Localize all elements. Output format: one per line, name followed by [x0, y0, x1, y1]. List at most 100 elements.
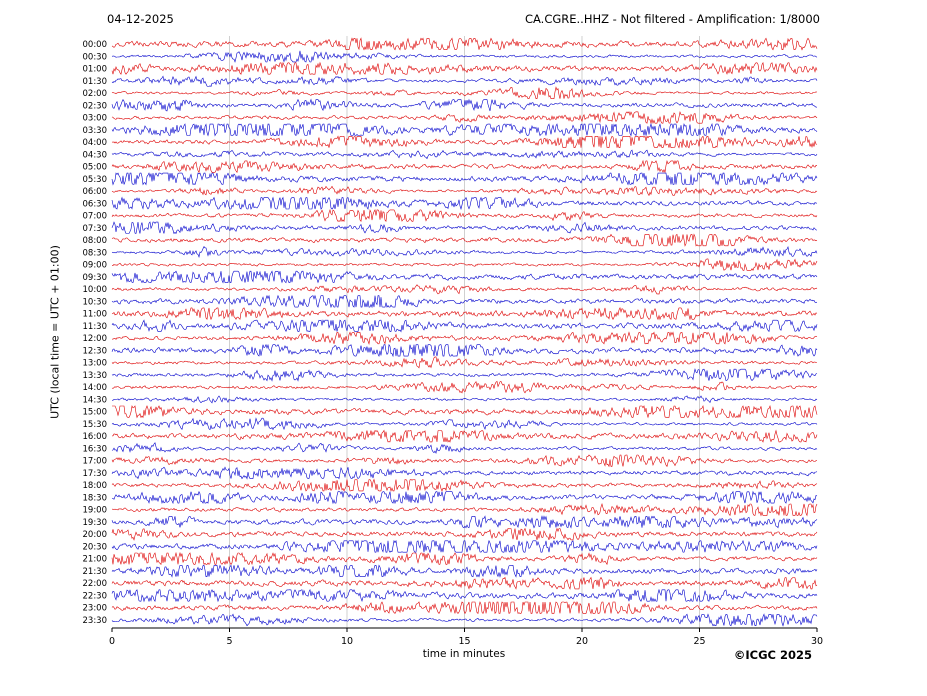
seismic-trace [111, 270, 818, 284]
seismic-trace [111, 185, 818, 197]
seismic-trace [111, 86, 818, 99]
row-time-label: 14:30 [83, 395, 108, 405]
seismic-trace [111, 551, 818, 566]
row-time-label: 22:00 [83, 579, 108, 589]
row-time-label: 11:30 [83, 322, 108, 332]
row-time-label: 02:00 [83, 89, 108, 99]
row-time-label: 07:00 [83, 212, 108, 222]
row-time-label: 12:30 [83, 346, 108, 356]
seismic-trace [111, 135, 818, 149]
row-time-label: 06:30 [83, 199, 108, 209]
row-time-label: 14:00 [83, 383, 108, 393]
seismic-trace [111, 246, 818, 258]
row-time-label: 23:00 [83, 604, 108, 614]
row-time-label: 23:30 [83, 616, 108, 626]
channel-title: CA.CGRE..HHZ - Not filtered - Amplificat… [524, 12, 820, 26]
seismic-trace [111, 539, 818, 554]
seismic-trace [111, 588, 818, 603]
copyright: ©ICGC 2025 [733, 648, 812, 662]
seismic-trace [111, 395, 818, 404]
row-time-label: 09:30 [83, 273, 108, 283]
row-time-label: 09:00 [83, 261, 108, 271]
row-time-label: 03:00 [83, 114, 108, 124]
seismic-trace [111, 478, 818, 492]
row-time-label: 21:30 [83, 567, 108, 577]
row-time-label: 16:00 [83, 432, 108, 442]
seismic-trace [111, 37, 818, 51]
row-time-label: 22:30 [83, 591, 108, 601]
seismic-trace [111, 98, 818, 112]
row-time-label: 01:00 [83, 65, 108, 75]
row-time-label: 10:30 [83, 297, 108, 307]
seismic-trace [111, 284, 818, 295]
seismic-trace [111, 343, 818, 358]
row-time-label: 11:00 [83, 310, 108, 320]
row-time-label: 02:30 [83, 101, 108, 111]
seismic-trace [112, 404, 818, 419]
row-time-label: 04:00 [83, 138, 108, 148]
seismic-trace [111, 149, 818, 160]
seismic-trace [111, 233, 818, 247]
row-time-label: 20:00 [83, 530, 108, 540]
seismic-trace [111, 258, 818, 271]
row-time-label: 00:00 [83, 40, 108, 50]
seismic-trace [111, 368, 818, 382]
row-time-label: 19:30 [83, 518, 108, 528]
seismic-trace [111, 380, 818, 394]
seismic-trace [111, 196, 818, 210]
x-tick-label: 20 [576, 636, 588, 647]
seismic-trace [111, 307, 818, 321]
row-time-label: 15:00 [83, 408, 108, 418]
row-time-label: 06:00 [83, 187, 108, 197]
seismic-trace [111, 454, 818, 468]
seismic-trace [111, 356, 818, 369]
seismic-trace [111, 172, 818, 186]
x-tick-label: 0 [109, 636, 115, 647]
seismic-trace [112, 502, 818, 517]
seismic-trace [111, 576, 818, 590]
row-time-label: 17:30 [83, 469, 108, 479]
seismic-trace [111, 527, 818, 541]
seismic-trace [111, 110, 818, 125]
row-time-label: 01:30 [83, 77, 108, 87]
seismic-trace [111, 221, 818, 235]
seismic-trace [111, 601, 818, 615]
seismic-trace [111, 61, 818, 76]
seismic-trace [111, 515, 818, 529]
row-time-label: 08:00 [83, 236, 108, 246]
x-tick-label: 10 [341, 636, 353, 647]
row-time-label: 05:00 [83, 163, 108, 173]
x-tick-label: 15 [458, 636, 470, 647]
row-time-label: 07:30 [83, 224, 108, 234]
seismic-trace [111, 417, 818, 431]
x-axis-label: time in minutes [422, 648, 506, 660]
seismic-trace [111, 442, 818, 455]
row-time-label: 08:30 [83, 248, 108, 258]
seismic-trace [111, 490, 818, 505]
row-time-label: 18:00 [83, 481, 108, 491]
row-time-label: 16:30 [83, 444, 108, 454]
seismic-trace [111, 294, 818, 309]
row-time-label: 03:30 [83, 126, 108, 136]
row-time-label: 12:00 [83, 334, 108, 344]
seismic-trace [111, 122, 818, 137]
x-tick-label: 30 [811, 636, 823, 647]
row-time-label: 15:30 [83, 420, 108, 430]
seismic-trace [111, 466, 818, 480]
seismic-trace [111, 50, 818, 63]
row-time-label: 04:30 [83, 150, 108, 160]
row-time-label: 21:00 [83, 555, 108, 565]
seismic-trace [111, 331, 818, 345]
row-time-label: 13:30 [83, 371, 108, 381]
seismic-trace [111, 159, 818, 174]
seismic-trace [111, 75, 818, 88]
row-time-label: 10:00 [83, 285, 108, 295]
x-tick-label: 25 [693, 636, 705, 647]
seismic-trace [111, 564, 818, 578]
seismic-trace [111, 319, 818, 333]
date-title: 04-12-2025 [107, 12, 174, 26]
x-tick-label: 5 [226, 636, 232, 647]
row-time-label: 18:30 [83, 493, 108, 503]
